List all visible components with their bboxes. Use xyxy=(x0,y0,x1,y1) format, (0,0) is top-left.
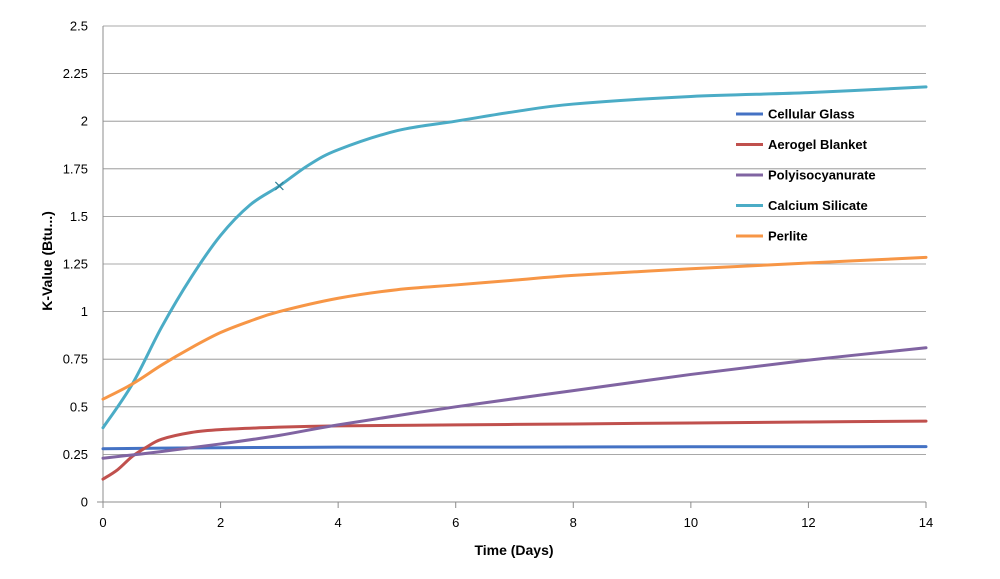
legend-item: Calcium Silicate xyxy=(736,198,868,213)
legend-label: Cellular Glass xyxy=(768,107,855,122)
legend-label: Polyisocyanurate xyxy=(768,168,876,183)
data-point-marker xyxy=(274,181,284,191)
series-lines xyxy=(101,85,928,481)
x-tick-label: 0 xyxy=(99,515,106,530)
y-tick-label: 2.25 xyxy=(63,66,88,81)
x-tick-label: 14 xyxy=(919,515,933,530)
y-tick-label: 1.25 xyxy=(63,257,88,272)
legend-item: Polyisocyanurate xyxy=(736,168,876,183)
legend-item: Cellular Glass xyxy=(736,107,855,122)
x-tick-label: 8 xyxy=(570,515,577,530)
y-tick-label: 1.75 xyxy=(63,161,88,176)
series-line-perlite xyxy=(101,255,928,401)
legend-label: Aerogel Blanket xyxy=(768,137,868,152)
series-line-cellular-glass xyxy=(101,445,928,451)
x-axis-title: Time (Days) xyxy=(474,542,553,558)
legend-item: Perlite xyxy=(736,229,808,244)
marker-stroke xyxy=(274,181,284,191)
legend: Cellular Glass Aerogel Blanket Polyisocyan… xyxy=(736,107,876,244)
y-tick-label: 2 xyxy=(81,114,88,129)
y-axis-title: K-Value (Btu...) xyxy=(39,211,55,311)
y-tick-label: 1.5 xyxy=(70,209,88,224)
legend-label: Perlite xyxy=(768,229,808,244)
gridlines xyxy=(103,25,926,455)
x-tick-label: 6 xyxy=(452,515,459,530)
y-tick-label: 0.5 xyxy=(70,399,88,414)
series-line-calcium-silicate xyxy=(101,85,928,430)
x-tick-label: 4 xyxy=(335,515,342,530)
axes xyxy=(97,26,927,508)
x-tick-label: 10 xyxy=(684,515,698,530)
y-tick-label: 1 xyxy=(81,304,88,319)
y-tick-label: 2.5 xyxy=(70,19,88,34)
x-tick-label: 12 xyxy=(801,515,815,530)
tick-labels: 0 0.25 0.5 0.75 1 1.25 1.5 1.75 2 2.25 2.5 0 2 4 6 8 10 1… xyxy=(63,19,934,531)
series-line-polyisocyanurate xyxy=(101,346,928,460)
y-tick-label: 0 xyxy=(81,495,88,510)
series-line-aerogel-blanket xyxy=(101,419,928,481)
legend-label: Calcium Silicate xyxy=(768,198,868,213)
x-tick-label: 2 xyxy=(217,515,224,530)
y-tick-label: 0.25 xyxy=(63,447,88,462)
y-tick-label: 0.75 xyxy=(63,352,88,367)
legend-item: Aerogel Blanket xyxy=(736,137,868,152)
